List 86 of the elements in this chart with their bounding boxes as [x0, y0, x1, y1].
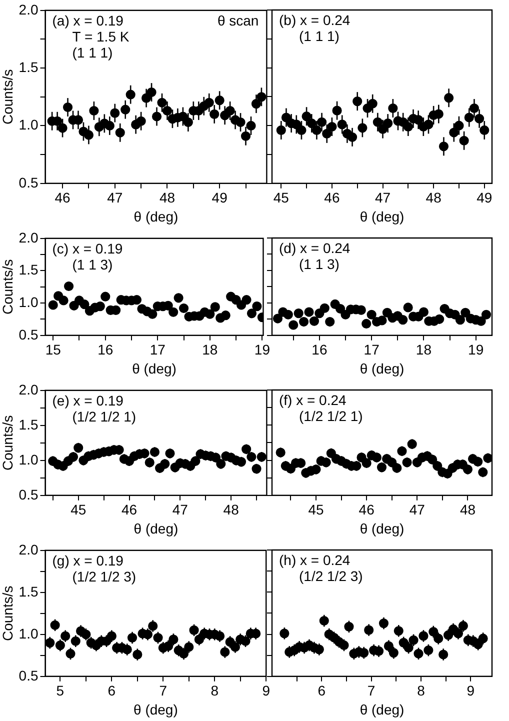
x-tick-label: 18	[416, 342, 432, 358]
annotation: (1/2 1/2 1)	[72, 408, 136, 424]
x-tick-label: 48	[426, 190, 442, 206]
x-axis-title: θ (deg)	[134, 208, 178, 224]
x-axis-title: θ (deg)	[360, 520, 404, 536]
y-tick-label: 0.5	[18, 486, 38, 502]
x-tick-label: 15	[45, 342, 62, 358]
y-tick-label: 1.0	[18, 294, 38, 310]
annotation: (1/2 1/2 3)	[299, 568, 363, 584]
annotation: (1 1 3)	[299, 256, 340, 272]
x-tick-label: 16	[98, 342, 114, 358]
x-tick-label: 17	[364, 342, 380, 358]
y-tick-label: 0.5	[18, 667, 38, 684]
y-tick-label: 2.0	[18, 541, 38, 558]
annotation: (1/2 1/2 1)	[299, 408, 363, 424]
x-tick-label: 7	[159, 682, 168, 699]
annotation: T = 1.5 K	[72, 28, 130, 44]
x-tick-label: 48	[159, 190, 176, 206]
annotation: (1 1 3)	[72, 256, 113, 272]
x-tick-label: 5	[56, 682, 64, 699]
y-tick-label: 2.0	[18, 381, 38, 398]
annotation: (e) x = 0.19	[52, 392, 124, 408]
x-tick-label: 47	[374, 190, 391, 206]
x-tick-label: 45	[273, 190, 290, 206]
x-axis-title: θ (deg)	[134, 520, 178, 536]
x-tick-label: 18	[202, 342, 218, 358]
x-tick-label: 45	[308, 502, 324, 518]
y-tick-label: 1.5	[18, 262, 38, 278]
x-tick-label: 46	[358, 502, 375, 518]
y-tick-label: 1.5	[18, 583, 38, 600]
y-tick-label: 1.0	[18, 451, 38, 468]
x-axis-title: θ (deg)	[132, 360, 176, 376]
x-tick-label: 9	[262, 682, 270, 699]
x-tick-label: 49	[476, 190, 492, 206]
annotation: (1 1 1)	[72, 44, 113, 60]
x-tick-label: 47	[172, 502, 188, 518]
x-tick-label: 9	[466, 682, 475, 699]
y-axis-title: Counts/s	[0, 259, 16, 315]
x-tick-label: 7	[367, 682, 376, 699]
annotation: (b) x = 0.24	[279, 12, 350, 28]
x-tick-label: 19	[254, 342, 270, 358]
y-tick-label: 1.5	[18, 58, 38, 75]
point	[252, 302, 262, 312]
x-tick-label: 46	[54, 190, 71, 206]
y-tick-label: 1.0	[18, 625, 38, 642]
y-axis-title: Counts/s	[0, 69, 16, 125]
x-tick-label: 47	[409, 502, 426, 518]
x-tick-label: 49	[212, 190, 228, 206]
x-tick-label: 46	[324, 190, 340, 206]
x-tick-label: 6	[318, 682, 326, 699]
x-tick-label: 45	[70, 502, 86, 518]
y-tick-label: 2.0	[18, 1, 38, 18]
x-tick-label: 47	[107, 190, 123, 206]
y-tick-label: 0.5	[18, 326, 38, 342]
chart-title: θ scan	[217, 12, 259, 28]
x-tick-label: 6	[108, 682, 116, 699]
y-tick-label: 1.5	[18, 416, 38, 432]
y-axis-title: Counts/s	[0, 415, 16, 471]
point	[174, 293, 184, 303]
annotation: (1/2 1/2 3)	[72, 568, 136, 584]
annotation: (g) x = 0.19	[52, 552, 124, 568]
x-tick-label: 8	[210, 682, 219, 699]
annotation: (d) x = 0.24	[279, 240, 350, 256]
annotation: (1 1 1)	[299, 28, 340, 44]
x-tick-label: 16	[312, 342, 328, 358]
y-axis-title: Counts/s	[0, 586, 16, 642]
y-tick-label: 1.0	[18, 116, 38, 133]
annotation: (c) x = 0.19	[52, 240, 123, 256]
x-tick-label: 19	[468, 342, 484, 358]
x-tick-label: 48	[223, 502, 240, 518]
y-tick-label: 2.0	[18, 229, 38, 246]
point	[294, 308, 304, 318]
x-axis-title: θ (deg)	[360, 360, 404, 376]
annotation: (f) x = 0.24	[279, 392, 347, 408]
x-tick-label: 48	[460, 502, 476, 518]
y-tick-label: 0.5	[18, 174, 38, 190]
x-tick-label: 8	[417, 682, 426, 699]
point	[220, 310, 230, 320]
x-tick-label: 17	[150, 342, 166, 358]
x-axis-title: θ (deg)	[360, 701, 404, 718]
x-tick-label: 46	[121, 502, 138, 518]
x-axis-title: θ (deg)	[360, 208, 404, 224]
annotation: (a) x = 0.19	[52, 12, 124, 28]
x-axis-title: θ (deg)	[134, 701, 178, 718]
point	[242, 295, 252, 305]
annotation: (h) x = 0.24	[279, 552, 350, 568]
